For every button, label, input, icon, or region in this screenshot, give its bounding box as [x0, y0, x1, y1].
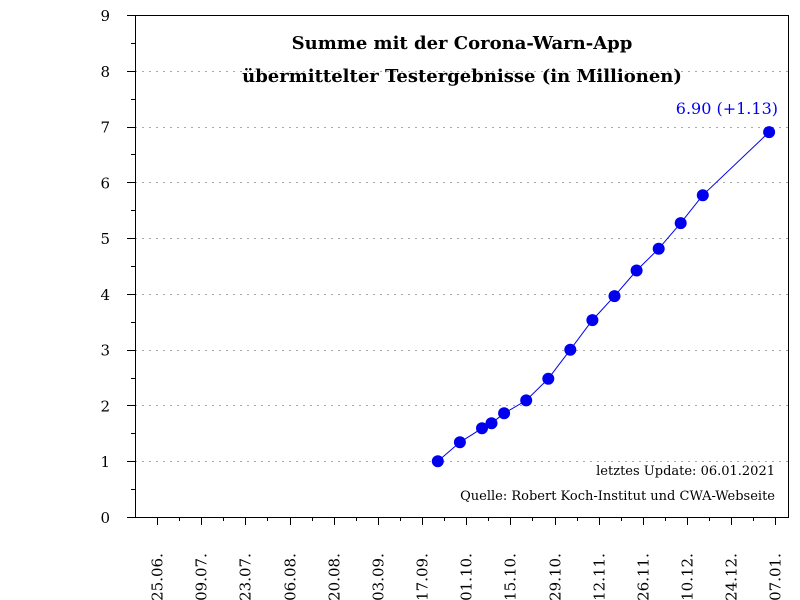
last-value-label: 6.90 (+1.13)	[676, 99, 778, 118]
data-point	[696, 189, 709, 202]
x-tick-label: 24.12.	[723, 553, 741, 600]
data-point	[586, 314, 599, 327]
y-tick-label: 7	[100, 119, 110, 137]
y-tick-label: 5	[100, 230, 110, 248]
x-tick-label: 10.12.	[679, 553, 697, 600]
data-point	[431, 455, 444, 468]
x-tick-label: 29.10.	[547, 553, 565, 600]
data-point	[564, 343, 577, 356]
x-tick-label: 15.10.	[502, 553, 520, 600]
data-point	[674, 217, 687, 230]
x-tick-label: 07.01.	[767, 553, 785, 600]
series-line	[437, 131, 770, 462]
x-tick-label: 12.11.	[591, 553, 609, 600]
data-point	[608, 290, 621, 303]
data-point	[763, 126, 776, 139]
x-tick-label: 03.09.	[370, 553, 388, 600]
x-tick-label: 01.10.	[458, 553, 476, 600]
x-tick-label: 26.11.	[635, 553, 653, 600]
y-tick-label: 9	[100, 7, 110, 25]
data-point	[520, 394, 533, 407]
data-point	[542, 372, 555, 385]
data-point	[453, 436, 466, 449]
chart-title-line2: übermittelter Testergebnisse (in Million…	[242, 66, 682, 87]
data-point	[652, 242, 665, 255]
source-note: Quelle: Robert Koch-Institut und CWA-Web…	[460, 489, 775, 504]
x-tick-label: 25.06.	[149, 553, 167, 600]
y-tick-label: 3	[100, 342, 110, 360]
series-group	[431, 126, 776, 468]
y-axis: 0 1 2 3 4 5 6 7 8 9	[100, 7, 135, 527]
x-tick-label: 23.07.	[237, 553, 255, 600]
x-tick-label: 17.09.	[414, 553, 432, 600]
x-tick-label: 20.08.	[326, 553, 344, 600]
y-tick-label: 0	[100, 509, 110, 527]
y-tick-label: 8	[100, 63, 110, 81]
data-point	[485, 417, 498, 430]
grid-lines	[135, 71, 788, 462]
chart-title-line1: Summe mit der Corona-Warn-App	[292, 33, 633, 54]
y-tick-label: 6	[100, 174, 110, 192]
x-axis: 25.06. 09.07. 23.07. 06.08. 20.08. 03.09. 17.0…	[149, 517, 785, 600]
x-tick-label: 06.08.	[282, 553, 300, 600]
data-point	[630, 264, 643, 277]
update-note: letztes Update: 06.01.2021	[596, 464, 775, 479]
y-tick-label: 4	[100, 286, 110, 304]
x-tick-label: 09.07.	[193, 553, 211, 600]
plot-frame	[135, 15, 789, 518]
y-tick-label: 1	[100, 453, 110, 471]
data-point	[498, 407, 511, 420]
data-point	[476, 422, 488, 435]
y-tick-label: 2	[100, 397, 110, 415]
